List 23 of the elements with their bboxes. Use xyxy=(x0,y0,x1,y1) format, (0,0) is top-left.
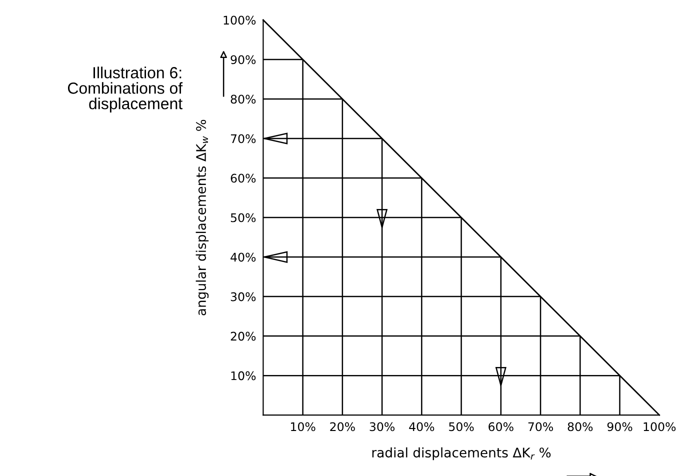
x-tick-label: 10% xyxy=(290,422,316,432)
y-tick-label: 100% xyxy=(224,16,256,25)
y-tick-label: 70% xyxy=(230,134,256,144)
y-tick-label: 20% xyxy=(230,332,256,341)
y-tick-label: 50% xyxy=(230,213,256,222)
y-tick-label: 40% xyxy=(230,252,256,262)
y-tick-label: 80% xyxy=(230,94,256,104)
x-tick-label: 40% xyxy=(409,422,434,432)
y-tick-label: 30% xyxy=(230,292,256,302)
x-tick-label: 60% xyxy=(488,422,514,432)
x-tick-label: 30% xyxy=(370,422,395,432)
x-tick-label: 100% xyxy=(644,422,676,432)
y-tick-label: 10% xyxy=(231,371,256,380)
y-tick-label: 90% xyxy=(230,55,256,64)
text: Illustration 6: Combinations of displacement xyxy=(68,66,183,112)
y-tick-label: 60% xyxy=(230,174,256,183)
x-tick-label: 90% xyxy=(607,422,632,432)
x-axis-title: radial displacements ΔK$_{r}$ % xyxy=(372,447,551,460)
x-tick-label: 80% xyxy=(568,422,593,432)
x-tick-label: 70% xyxy=(528,422,553,432)
y-axis-title: angular displacements ΔK$_{w}$ % xyxy=(196,120,209,316)
x-tick-label: 20% xyxy=(330,422,355,432)
x-tick-label: 50% xyxy=(449,422,474,432)
